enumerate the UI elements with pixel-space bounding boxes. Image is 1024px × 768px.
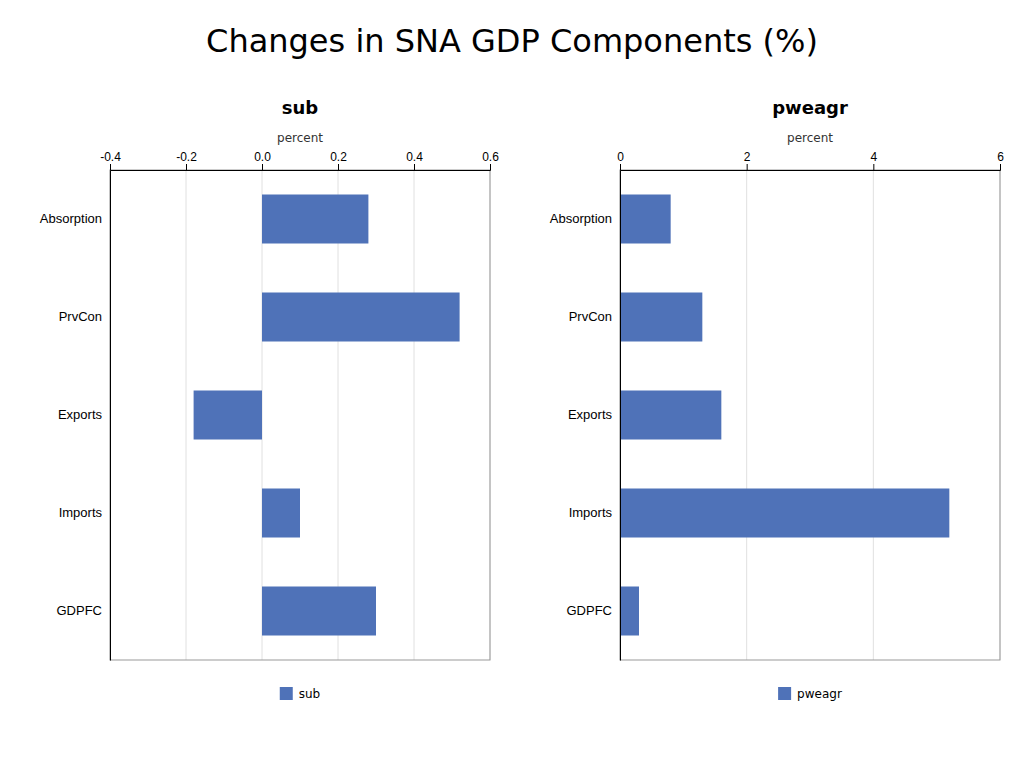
bar <box>194 391 262 440</box>
tick-label: 0.6 <box>482 150 499 164</box>
tick-label: 0.4 <box>406 150 423 164</box>
category-label: GDPFC <box>57 603 103 618</box>
tick: GDPFC <box>57 603 111 618</box>
tick-label: 0.0 <box>254 150 271 164</box>
bar <box>262 489 300 538</box>
tick: Absorption <box>40 211 110 226</box>
legend-label: pweagr <box>797 687 842 701</box>
y-axis: Absorption PrvCon Exports Imports GDPFC <box>40 171 111 661</box>
tick-mark <box>186 164 187 170</box>
tick-mark <box>747 164 748 170</box>
grid-line <box>873 170 874 660</box>
tick-mark <box>490 164 491 170</box>
tick: 0.2 <box>330 150 347 170</box>
tick-mark <box>620 164 621 170</box>
tick: PrvCon <box>569 309 620 324</box>
tick: -0.4 <box>100 150 121 170</box>
tick: 0 <box>617 150 624 170</box>
bar <box>620 293 702 342</box>
plot-frame <box>620 170 1000 660</box>
panel: 0 2 4 6 Absorption PrvCon Exports Imports GDPFC p… <box>550 97 1004 701</box>
tick: Imports <box>59 505 110 520</box>
bar <box>262 195 368 244</box>
grid <box>110 170 490 660</box>
tick: 4 <box>870 150 877 170</box>
tick-mark <box>1000 164 1001 170</box>
tick: Exports <box>58 407 110 422</box>
legend: sub <box>280 687 320 701</box>
legend-swatch <box>778 687 791 700</box>
tick-label: 4 <box>870 150 877 164</box>
legend-label: sub <box>299 687 320 701</box>
chart-title: Changes in SNA GDP Components (%) <box>206 22 818 60</box>
tick-label: -0.2 <box>176 150 197 164</box>
tick: Absorption <box>550 211 620 226</box>
legend: pweagr <box>778 687 842 701</box>
legend-item: pweagr <box>778 687 842 701</box>
tick: 0.6 <box>482 150 499 170</box>
category-label: Exports <box>58 407 103 422</box>
category-label: Exports <box>568 407 613 422</box>
axis-line <box>620 171 621 661</box>
grid-line <box>746 170 747 660</box>
bar <box>620 391 721 440</box>
tick-label: -0.4 <box>100 150 121 164</box>
category-label: Absorption <box>40 211 102 226</box>
bars <box>620 195 949 636</box>
bar <box>620 587 639 636</box>
tick-mark <box>414 164 415 170</box>
x-axis-title: percent <box>277 131 323 145</box>
tick: -0.2 <box>176 150 197 170</box>
axis-line <box>621 164 1001 171</box>
panel: -0.4 -0.2 0.0 0.2 0.4 0.6 Absorption PrvCon Expo… <box>40 97 499 701</box>
tick: PrvCon <box>59 309 110 324</box>
bar <box>262 293 460 342</box>
bar <box>262 587 376 636</box>
bars <box>194 195 460 636</box>
tick: 2 <box>744 150 751 170</box>
axis-line <box>111 164 491 171</box>
grid-line <box>186 170 187 660</box>
tick-label: 2 <box>744 150 751 164</box>
tick-mark <box>110 164 111 170</box>
x-axis: -0.4 -0.2 0.0 0.2 0.4 0.6 <box>100 150 499 171</box>
category-label: Imports <box>569 505 613 520</box>
tick-mark <box>873 164 874 170</box>
panel-title: sub <box>282 97 319 118</box>
tick: GDPFC <box>567 603 621 618</box>
bar <box>620 489 949 538</box>
tick: Imports <box>569 505 620 520</box>
tick: Exports <box>568 407 620 422</box>
axis-line <box>110 171 111 661</box>
legend-item: sub <box>280 687 320 701</box>
x-axis: 0 2 4 6 <box>617 150 1004 171</box>
tick-mark <box>262 164 263 170</box>
grid-line <box>414 170 415 660</box>
grid <box>620 170 1000 660</box>
tick-label: 0.2 <box>330 150 347 164</box>
panel-title: pweagr <box>772 97 848 118</box>
tick: 0.0 <box>254 150 271 170</box>
tick: 6 <box>997 150 1004 170</box>
plot-frame <box>110 170 490 660</box>
category-label: PrvCon <box>59 309 102 324</box>
category-label: Imports <box>59 505 103 520</box>
y-axis: Absorption PrvCon Exports Imports GDPFC <box>550 171 621 661</box>
category-label: GDPFC <box>567 603 613 618</box>
legend-swatch <box>280 687 293 700</box>
category-label: PrvCon <box>569 309 612 324</box>
tick-label: 6 <box>997 150 1004 164</box>
x-axis-title: percent <box>787 131 833 145</box>
category-label: Absorption <box>550 211 612 226</box>
tick-mark <box>338 164 339 170</box>
bar <box>620 195 671 244</box>
chart-root: Changes in SNA GDP Components (%)-0.4-0.… <box>0 0 1024 768</box>
tick-label: 0 <box>617 150 624 164</box>
tick: 0.4 <box>406 150 423 170</box>
